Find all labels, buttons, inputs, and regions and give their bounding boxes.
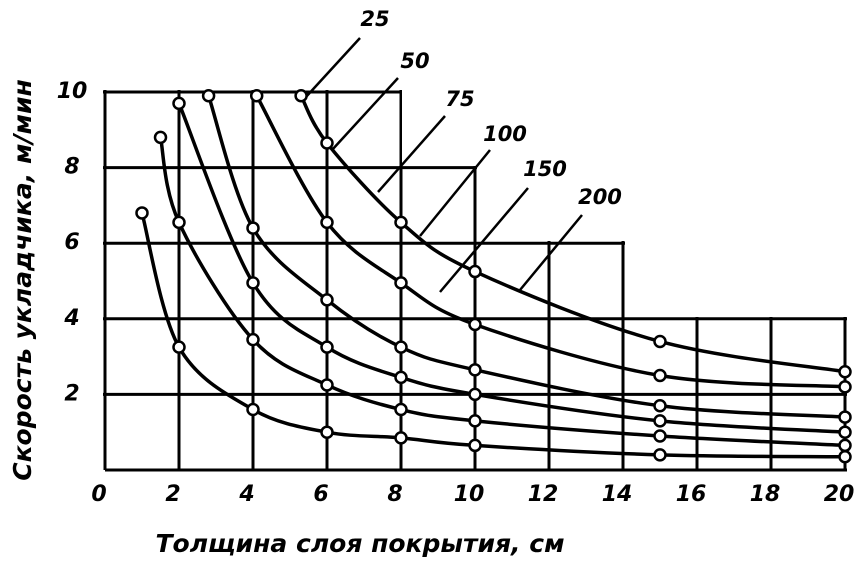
point-marker — [838, 425, 852, 439]
y-axis-title: Скорость укладчика, м/мин — [8, 79, 37, 481]
curve — [255, 94, 846, 389]
point-marker — [653, 448, 667, 462]
point-marker — [653, 368, 667, 383]
point-marker — [653, 334, 667, 349]
point-marker — [153, 130, 168, 145]
point-marker — [172, 340, 186, 354]
x-tick-label: 10 — [454, 482, 485, 507]
point-marker — [838, 410, 852, 424]
curve-label: 75 — [445, 87, 474, 111]
curve-label: 25 — [360, 7, 389, 31]
point-marker — [246, 402, 260, 417]
curve-label: 200 — [578, 185, 622, 209]
point-marker — [320, 378, 334, 392]
leader-line — [419, 149, 491, 237]
point-marker — [135, 206, 149, 220]
leader-line — [331, 77, 399, 151]
leader-line — [519, 214, 583, 291]
point-marker — [172, 215, 186, 230]
x-tick-label: 16 — [676, 482, 707, 507]
point-marker — [468, 317, 482, 332]
x-tick-label: 20 — [824, 482, 855, 507]
leader-line — [377, 115, 446, 193]
point-marker — [653, 398, 667, 413]
x-tick-label: 4 — [238, 482, 254, 507]
point-marker — [294, 89, 308, 103]
x-tick-label: 12 — [528, 482, 559, 507]
y-tick-label: 6 — [64, 230, 79, 255]
x-tick-label: 0 — [91, 482, 106, 507]
point-marker — [320, 340, 334, 354]
point-marker — [468, 438, 482, 453]
x-tick-label: 8 — [387, 482, 402, 507]
y-tick-label: 10 — [57, 79, 88, 104]
leader-line — [304, 37, 361, 99]
point-marker — [394, 215, 408, 230]
y-tick-label: 4 — [63, 306, 79, 331]
point-marker — [838, 380, 852, 394]
point-marker — [320, 136, 334, 150]
point-marker — [246, 332, 260, 347]
x-axis-title: Толщина слоя покрытия, см — [155, 529, 564, 558]
curve-label: 150 — [523, 157, 567, 181]
point-marker — [468, 387, 482, 402]
point-marker — [653, 414, 667, 428]
point-marker — [468, 363, 482, 377]
x-tick-label: 2 — [165, 482, 180, 507]
leader-line — [439, 187, 529, 293]
point-marker — [394, 340, 408, 354]
point-marker — [468, 264, 482, 279]
point-marker — [838, 438, 852, 453]
point-marker — [653, 429, 667, 443]
point-marker — [172, 96, 186, 111]
point-marker — [320, 215, 334, 230]
point-marker — [394, 431, 408, 445]
point-marker — [320, 293, 334, 307]
y-tick-label: 8 — [64, 155, 79, 180]
point-marker — [249, 89, 264, 103]
point-marker — [246, 276, 260, 290]
point-marker — [246, 221, 260, 235]
curve-label: 50 — [400, 49, 429, 73]
x-tick-label: 6 — [313, 482, 328, 507]
point-marker — [838, 450, 852, 464]
plot-area — [135, 37, 852, 464]
point-marker — [394, 370, 408, 385]
point-marker — [468, 414, 482, 428]
y-tick-label: 2 — [64, 381, 79, 406]
point-marker — [320, 425, 334, 439]
point-marker — [394, 276, 408, 290]
curve-label: 100 — [483, 122, 527, 146]
x-tick-label: 18 — [750, 482, 781, 507]
curve — [299, 94, 846, 374]
point-marker — [201, 89, 216, 103]
point-marker — [394, 402, 408, 417]
point-marker — [838, 364, 852, 379]
x-tick-label: 14 — [602, 482, 633, 507]
